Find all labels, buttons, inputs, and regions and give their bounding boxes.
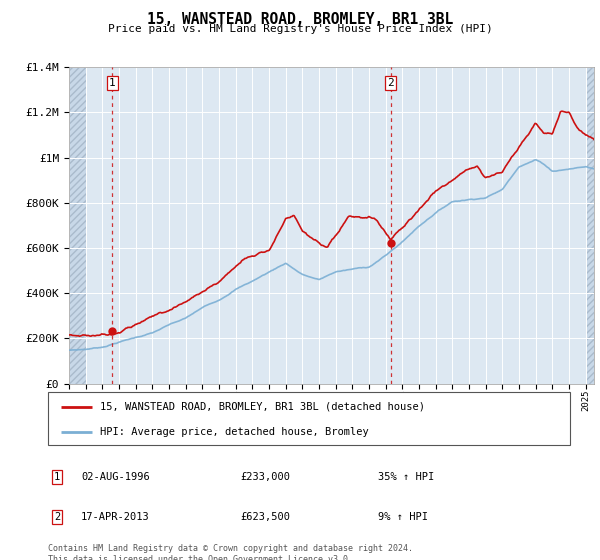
Text: HPI: Average price, detached house, Bromley: HPI: Average price, detached house, Brom…	[100, 427, 369, 437]
Text: 9% ↑ HPI: 9% ↑ HPI	[378, 512, 428, 522]
Text: 2: 2	[54, 512, 60, 522]
Text: Contains HM Land Registry data © Crown copyright and database right 2024.
This d: Contains HM Land Registry data © Crown c…	[48, 544, 413, 560]
Text: £623,500: £623,500	[240, 512, 290, 522]
Bar	[586, 67, 594, 384]
Text: 1: 1	[109, 78, 116, 88]
FancyBboxPatch shape	[48, 392, 570, 445]
Text: 02-AUG-1996: 02-AUG-1996	[81, 472, 150, 482]
Bar	[69, 67, 86, 384]
Text: 15, WANSTEAD ROAD, BROMLEY, BR1 3BL: 15, WANSTEAD ROAD, BROMLEY, BR1 3BL	[147, 12, 453, 27]
Text: 17-APR-2013: 17-APR-2013	[81, 512, 150, 522]
Text: 1: 1	[54, 472, 60, 482]
Text: Price paid vs. HM Land Registry's House Price Index (HPI): Price paid vs. HM Land Registry's House …	[107, 24, 493, 34]
Text: 15, WANSTEAD ROAD, BROMLEY, BR1 3BL (detached house): 15, WANSTEAD ROAD, BROMLEY, BR1 3BL (det…	[100, 402, 425, 412]
Text: 2: 2	[387, 78, 394, 88]
Text: £233,000: £233,000	[240, 472, 290, 482]
Text: 35% ↑ HPI: 35% ↑ HPI	[378, 472, 434, 482]
